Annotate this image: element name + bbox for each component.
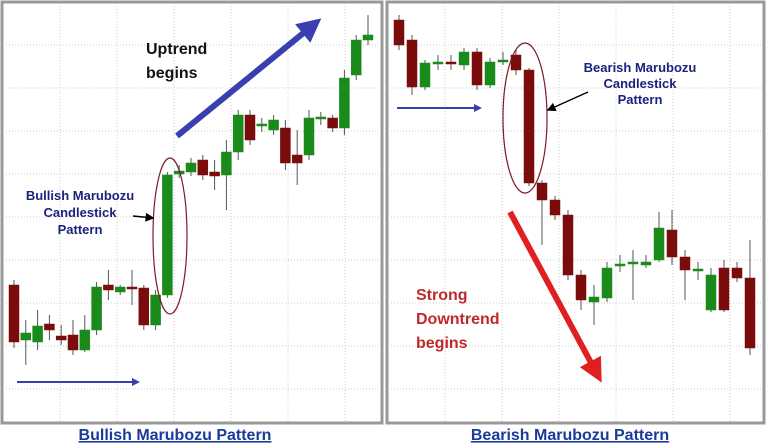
candle-body <box>209 171 220 177</box>
candle-body <box>562 214 574 276</box>
candle-body <box>185 162 197 173</box>
candle-body <box>138 287 150 326</box>
candles <box>8 15 756 365</box>
candle-body <box>268 119 279 131</box>
uptrend-arrow <box>175 18 322 139</box>
candle-body <box>8 284 20 343</box>
annotation: Bullish Marubozu Candlestick Pattern <box>26 188 134 237</box>
candle-body <box>718 267 730 311</box>
candle-body <box>103 284 114 291</box>
candle-body <box>244 114 256 141</box>
candle-body <box>197 159 209 176</box>
downtrend-arrow <box>507 210 602 383</box>
candle-body <box>640 261 652 266</box>
candle-body <box>471 51 483 86</box>
chart-title: Bearish Marubozu Pattern <box>471 427 669 444</box>
candle-body <box>588 296 600 303</box>
candle-body <box>536 182 548 201</box>
panel-left <box>0 0 384 425</box>
candle-body <box>327 117 338 129</box>
highlight <box>502 42 548 194</box>
candle-body <box>432 61 444 65</box>
annotation: Uptrend begins <box>146 41 207 82</box>
candle-body <box>601 267 613 299</box>
candle-body <box>523 69 535 184</box>
highlight <box>152 157 188 315</box>
candle-body <box>393 19 405 46</box>
candle-body <box>150 294 161 326</box>
candle-body <box>497 59 509 63</box>
candle-body <box>484 61 496 86</box>
candle-body <box>44 323 55 331</box>
candle-body <box>549 199 561 216</box>
candle-body <box>280 127 291 164</box>
candle-body <box>315 116 327 120</box>
candle-body <box>221 151 232 176</box>
panel-right <box>385 0 766 425</box>
candle-body <box>458 51 470 66</box>
candle-body <box>419 62 431 88</box>
candle-body <box>575 274 587 301</box>
candle-body <box>614 263 626 267</box>
pointer <box>546 91 589 112</box>
candle-body <box>627 261 639 265</box>
candle-body <box>362 34 374 41</box>
annotation: Strong Downtrend begins <box>416 287 500 352</box>
candle-body <box>162 174 173 296</box>
grid <box>3 3 763 422</box>
candle-body <box>55 335 67 341</box>
candle-body <box>303 117 315 156</box>
candle-body <box>32 325 43 343</box>
annotation: Bearish Marubozu Candlestick Pattern <box>584 60 697 107</box>
candle-body <box>126 286 138 290</box>
candle-body <box>256 123 268 127</box>
pointer <box>132 212 155 222</box>
candle-body <box>339 77 350 129</box>
candle-body <box>653 227 665 261</box>
candle-body <box>232 114 244 153</box>
candle-body <box>705 274 717 311</box>
candle-body <box>67 334 79 351</box>
candle-body <box>679 256 691 271</box>
candle-body <box>114 286 126 293</box>
candle-body <box>744 277 756 349</box>
candle-body <box>731 267 743 279</box>
candle-body <box>20 332 32 341</box>
candle-body <box>91 286 102 331</box>
candle-body <box>291 154 303 164</box>
candle-body <box>666 229 678 258</box>
candle-body <box>79 329 91 351</box>
candle-body <box>350 39 362 76</box>
candle-body <box>445 61 457 65</box>
candle-body <box>406 39 418 88</box>
chart-title: Bullish Marubozu Pattern <box>79 427 272 444</box>
candle-body <box>510 54 522 71</box>
candle-body <box>692 268 704 272</box>
